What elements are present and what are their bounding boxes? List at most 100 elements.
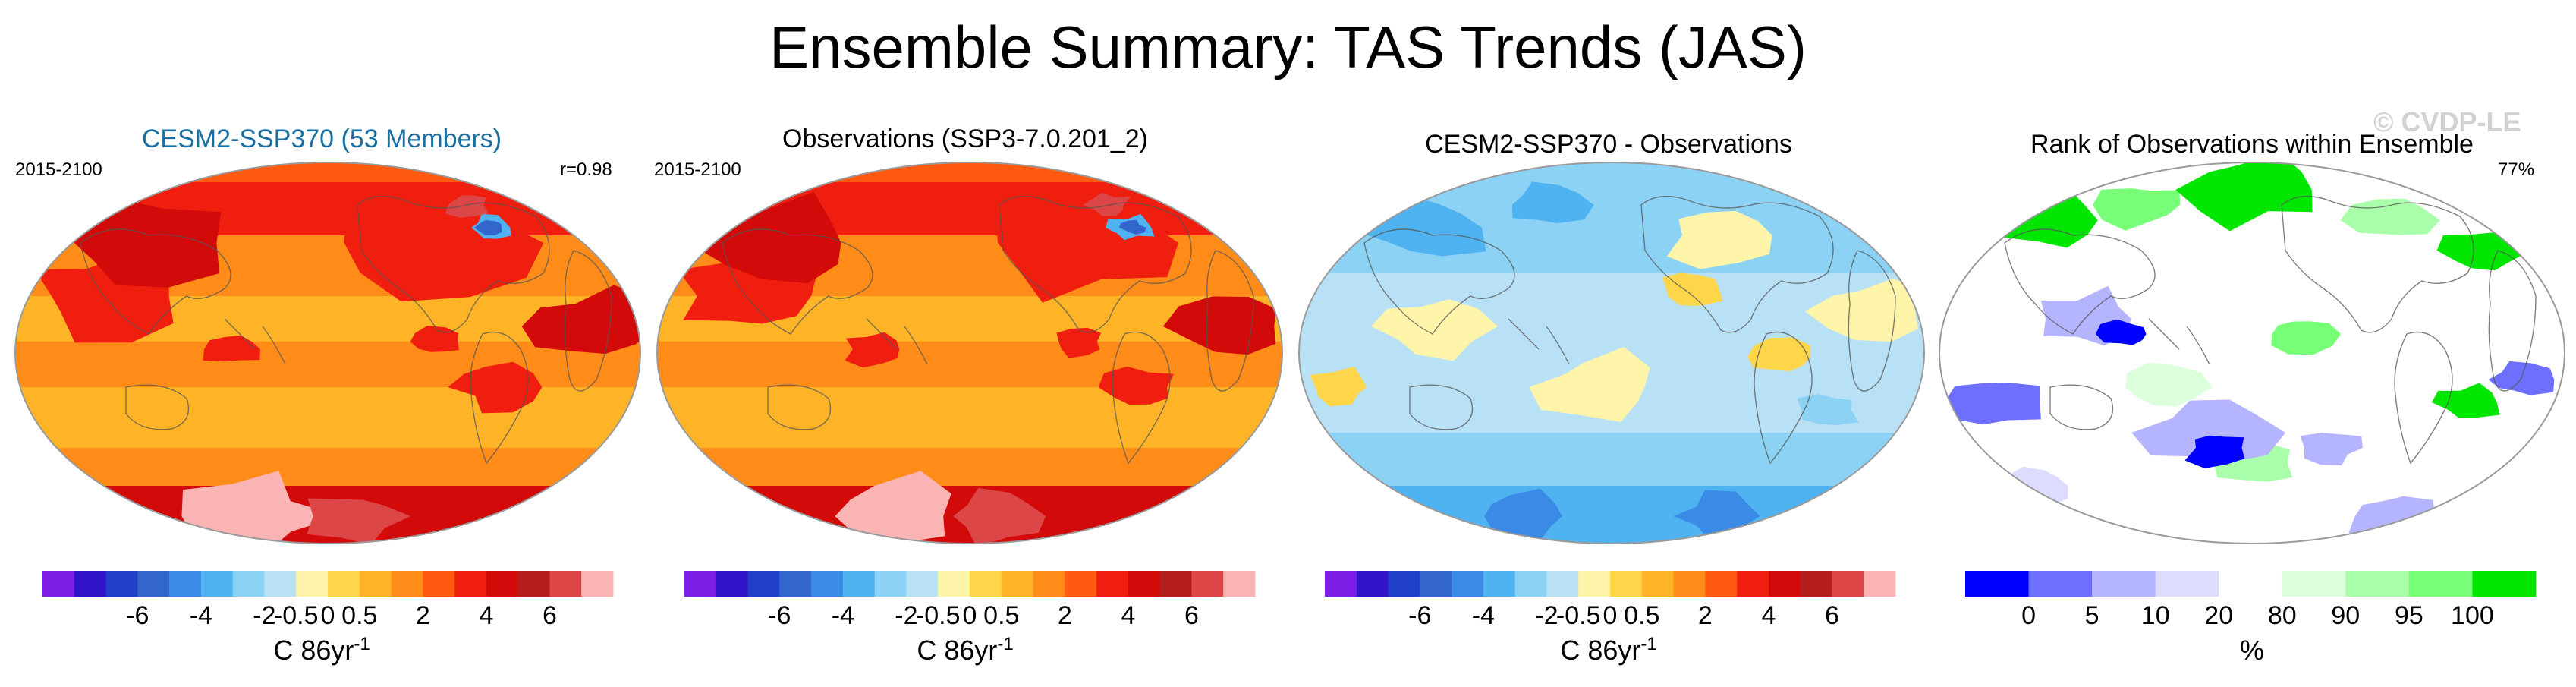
colorbar-tick-label: 0.5: [1624, 601, 1659, 630]
coastline: [80, 228, 231, 335]
panel-3-title: CESM2-SSP370 - Observations: [1425, 130, 1792, 159]
colorbar-swatch: [1191, 571, 1224, 597]
antarctic-band: [1299, 486, 1924, 544]
colorbar-tick-label: 2: [1058, 601, 1072, 630]
coastline: [866, 318, 928, 365]
south-band: [1299, 433, 1924, 493]
panel-1-title: CESM2-SSP370 (53 Members): [141, 124, 502, 153]
africa-yellow: [1804, 279, 1924, 342]
blue-patch-c: [1944, 383, 2041, 425]
colorbar-swatch: [137, 571, 170, 597]
arctic-hot: [1083, 192, 1131, 216]
antarctic-hot-a: [181, 471, 341, 544]
coastline: [2281, 195, 2474, 333]
colorbar-tick-label: 5: [2085, 601, 2099, 630]
atlantic-warm: [1662, 273, 1723, 306]
colorbar-tick-label: 4: [1121, 601, 1135, 630]
panel-3-units-exponent: -1: [1640, 634, 1657, 654]
panel-4-colorbar: 0 5 10 20 80 90 95 100: [1965, 571, 2537, 630]
colorbar-swatch: [1673, 571, 1706, 597]
south-america-warm: [1747, 337, 1811, 372]
colorbar-tick-label: 4: [1761, 601, 1776, 630]
colorbar-tick-label: 10: [2141, 601, 2170, 630]
antarctic-hot-b: [953, 487, 1046, 544]
cold-spot-inner: [474, 220, 502, 236]
colorbar-tick-label: -2: [1535, 601, 1558, 630]
colorbar-swatch: [1420, 571, 1452, 597]
north-america-warm: [1666, 210, 1772, 269]
green-patch-b: [2093, 188, 2181, 231]
coastline: [470, 331, 529, 465]
colorbar-tick-label: 0.5: [341, 601, 377, 630]
green-patch-c: [2175, 162, 2313, 232]
subtropical-south-band: [657, 387, 1282, 448]
colorbar-tick-label: -0.5: [1556, 601, 1601, 630]
colorbar-tick-label: -4: [1472, 601, 1495, 630]
colorbar-swatch: [391, 571, 423, 597]
figure-title: Ensemble Summary: TAS Trends (JAS): [769, 14, 1807, 80]
panel-3-colorbar: -6 -4 -2-0.5 0 0.5 2 4 6: [1325, 571, 1896, 630]
colorbar-tick-label: 20: [2204, 601, 2233, 630]
panel-1-units-text: C 86yr: [273, 635, 354, 666]
colorbar-swatch: [1483, 571, 1516, 597]
colorbar-swatch: [486, 571, 519, 597]
colorbar-swatch: [2219, 571, 2283, 597]
colorbar-tick-label: 2: [416, 601, 430, 630]
colorbar-tick-label: 95: [2395, 601, 2423, 630]
colorbar-swatch: [1001, 571, 1033, 597]
colorbar-swatch: [874, 571, 907, 597]
blue-patch-e: [2184, 435, 2245, 468]
coastline: [125, 384, 190, 430]
coastline: [1754, 331, 1813, 465]
colorbar-swatch: [938, 571, 970, 597]
colorbar-tick-label: 0: [1603, 601, 1618, 630]
colorbar-tick-label: 80: [2268, 601, 2297, 630]
colorbar-swatch: [2028, 571, 2093, 597]
colorbar-swatch: [1641, 571, 1674, 597]
panel-1-map: [14, 162, 641, 544]
colorbar-swatch: [169, 571, 202, 597]
coastline: [1848, 250, 1896, 392]
map2-field: [657, 162, 1282, 544]
coastline: [722, 228, 873, 335]
coastline: [2049, 384, 2114, 430]
colorbar-tick-label: 4: [479, 601, 493, 630]
colorbar-swatch: [423, 571, 455, 597]
colorbar-swatch: [1356, 571, 1389, 597]
panel-4-map: [1939, 162, 2565, 544]
coastline: [2488, 250, 2537, 392]
africa-warm: [521, 285, 640, 354]
panel-2-colorbar: -6 -4 -2-0.5 0 0.5 2 4 6: [684, 571, 1256, 630]
colorbar-swatch: [1832, 571, 1864, 597]
coastline: [1206, 250, 1254, 392]
map2-frame: [656, 162, 1283, 544]
southern-cool-b: [1674, 490, 1760, 539]
asia-warm: [68, 197, 222, 288]
west-warm: [1310, 366, 1367, 407]
colorbar-swatch: [1800, 571, 1832, 597]
panel-4-percent-label: 77%: [2498, 159, 2535, 180]
coastline: [1363, 228, 1515, 335]
panel-2-title: Observations (SSP3-7.0.201_2): [782, 124, 1148, 153]
north-america-warm: [995, 181, 1178, 303]
colorbar-swatch: [1159, 571, 1192, 597]
map3-field: [1299, 162, 1924, 544]
south-america-warm: [1098, 366, 1174, 405]
map4-coastlines: [2004, 195, 2537, 465]
colorbar-tick-label: 100: [2451, 601, 2494, 630]
map3-frame: [1298, 162, 1925, 544]
colorbar-swatch: [1546, 571, 1579, 597]
coastline: [2148, 318, 2210, 365]
colorbar-tick-label: 90: [2331, 601, 2360, 630]
colorbar-tick-label: -0.5: [274, 601, 319, 630]
colorbar-swatch: [1065, 571, 1097, 597]
colorbar-tick-label: -0.5: [916, 601, 961, 630]
colorbar-tick-label: -6: [768, 601, 791, 630]
map4-field: [1939, 162, 2565, 544]
south-america-warm: [448, 361, 543, 414]
colorbar-tick-label: 0: [963, 601, 977, 630]
colorbar-swatch: [2155, 571, 2219, 597]
antarctic-hot-b: [307, 498, 411, 544]
colorbar-swatch: [74, 571, 106, 597]
colorbar-swatch: [2472, 571, 2537, 597]
